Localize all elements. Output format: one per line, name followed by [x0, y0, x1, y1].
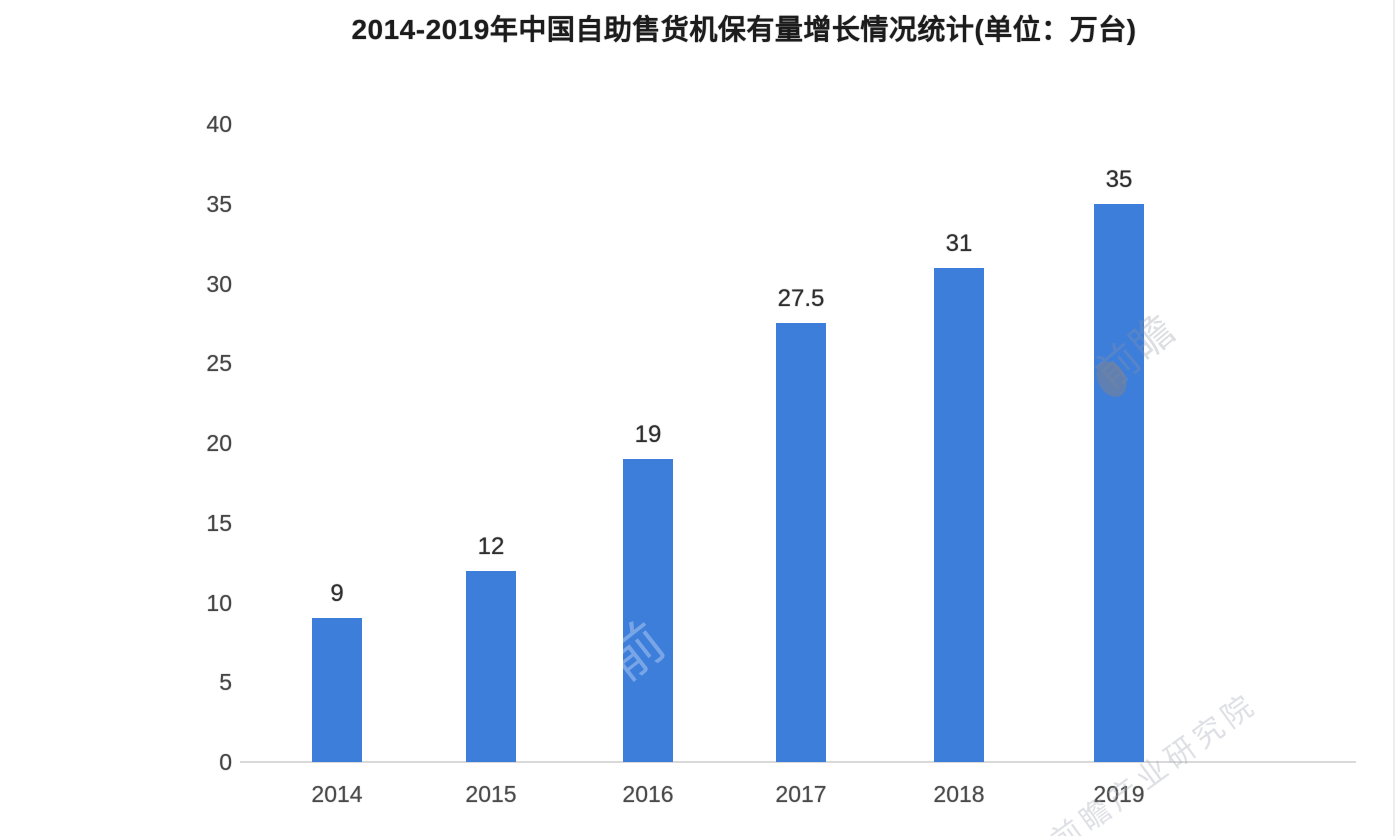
bar-2018	[934, 268, 984, 762]
bar-value-label: 19	[634, 421, 662, 448]
y-tick-label: 25	[206, 350, 232, 377]
bar-value-label: 35	[1105, 166, 1133, 193]
y-tick-label: 40	[206, 111, 232, 137]
bar-2015	[466, 571, 516, 762]
bar-value-label: 12	[477, 533, 505, 560]
y-tick-label: 15	[206, 509, 232, 536]
bar-2017	[776, 323, 826, 762]
x-tick-label: 2014	[311, 781, 363, 807]
y-tick-label: 0	[219, 749, 232, 775]
x-tick-label: 2015	[465, 781, 517, 807]
bar-value-label: 9	[330, 580, 344, 607]
x-tick-label: 2018	[933, 781, 985, 807]
x-tick-label: 2019	[1093, 781, 1145, 807]
bar-2016	[623, 459, 673, 762]
image-right-edge-line	[1393, 0, 1395, 836]
x-axis-line	[240, 761, 1356, 763]
y-tick-label: 5	[219, 669, 232, 696]
y-tick-label: 30	[206, 270, 232, 297]
watermark-bottom-text: 前瞻产业研究院	[1045, 687, 1264, 836]
x-tick-label: 2017	[775, 781, 827, 807]
y-tick-label: 10	[206, 589, 232, 616]
y-tick-label: 20	[206, 430, 232, 456]
y-tick-label: 35	[206, 190, 232, 217]
x-tick-label: 2016	[622, 781, 674, 807]
bar-value-label: 31	[945, 230, 973, 257]
bar-value-label: 27.5	[777, 285, 825, 312]
bar-2014	[312, 618, 362, 762]
bar-2019	[1094, 204, 1144, 762]
chart-title: 2014-2019年中国自助售货机保有量增长情况统计(单位：万台)	[351, 14, 1137, 45]
